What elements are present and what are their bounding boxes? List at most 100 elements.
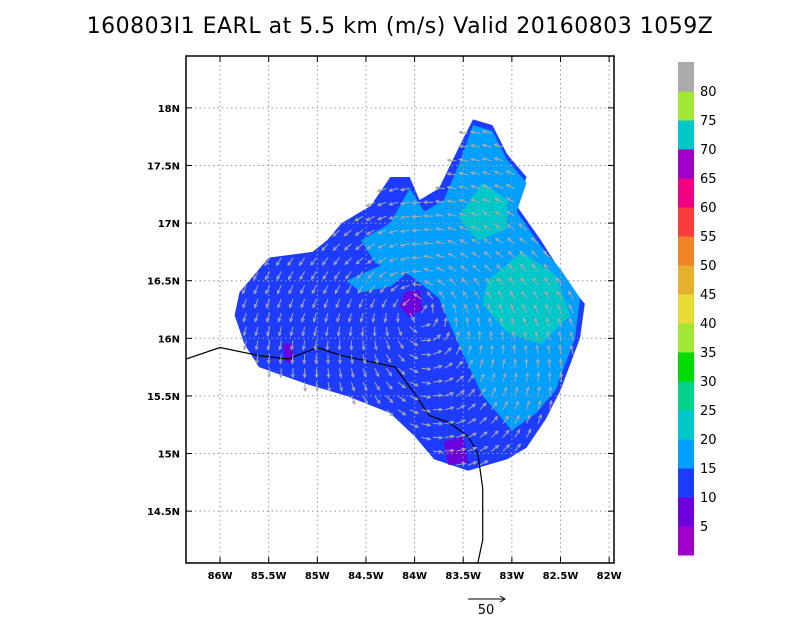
wind-arrow-head (446, 239, 452, 244)
coastline (186, 346, 484, 563)
wind-region-northern-band (361, 125, 580, 431)
wind-arrow-head (501, 358, 506, 363)
wind-arrow (424, 255, 434, 259)
wind-arrow (339, 354, 341, 364)
wind-arrow-head (399, 243, 405, 247)
wind-arrow-head (525, 371, 530, 377)
wind-arrow-head (502, 372, 507, 377)
wind-region-east-maximum (482, 251, 571, 345)
wind-arrow (311, 271, 317, 280)
wind-arrow-head (544, 290, 549, 295)
wind-arrow (264, 271, 271, 280)
wind-arrow (379, 271, 387, 278)
wind-arrow (442, 304, 446, 314)
wind-arrow-head (497, 290, 502, 295)
wind-arrow-head (434, 317, 439, 323)
wind-arrow-head (470, 198, 475, 203)
wind-arrow-head (483, 445, 489, 450)
wind-arrow-head (266, 359, 271, 365)
wind-arrow (537, 386, 540, 396)
wind-arrow (494, 184, 504, 189)
wind-arrow-head (290, 359, 295, 365)
wind-arrow (339, 381, 343, 391)
colorbar-segment (678, 62, 694, 92)
wind-arrow-head (411, 200, 416, 205)
wind-arrow-head (459, 252, 464, 257)
wind-arrow-head (483, 431, 488, 436)
wind-arrow-head (376, 188, 382, 193)
wind-arrow-head (345, 275, 350, 280)
wind-arrow-head (362, 359, 367, 365)
wind-arrow-head (314, 373, 319, 379)
wind-arrow (412, 215, 422, 218)
wind-arrow-head (277, 331, 282, 337)
y-axis-ticks: 14.5N 15N 15.5N 16N 16.5N 17N 17.5N 18N (147, 104, 614, 518)
wind-arrow (456, 375, 464, 383)
wind-arrow-head (335, 303, 340, 309)
wind-region-south-weak (443, 436, 469, 466)
wind-arrow-head (388, 385, 393, 390)
wind-arrow-head (411, 317, 415, 322)
wind-arrow (514, 387, 518, 397)
wind-arrow (549, 400, 552, 410)
wind-arrow-head (531, 263, 536, 269)
wind-arrow-head (532, 276, 537, 282)
wind-arrow-head (276, 275, 281, 281)
colorbar-label: 75 (700, 114, 717, 129)
wind-arrow (357, 285, 364, 294)
wind-arrow (507, 251, 516, 258)
wind-arrow (559, 345, 562, 355)
wind-arrow-head (426, 381, 432, 385)
wind-arrow (389, 243, 399, 248)
wind-arrow (448, 253, 457, 259)
wind-arrow-head (557, 330, 562, 336)
wind-arrow-head (472, 447, 478, 451)
wind-arrow-head (401, 397, 407, 402)
wind-arrow (333, 257, 341, 265)
wind-arrow (314, 326, 317, 336)
wind-arrow-head (486, 290, 490, 295)
wind-arrow (400, 271, 410, 275)
wind-arrow (568, 291, 574, 300)
wind-arrow-head (505, 170, 511, 175)
colorbar-label: 80 (700, 85, 717, 100)
wind-arrow (499, 304, 504, 314)
wind-arrow-head (277, 303, 281, 309)
wind-arrow (447, 227, 457, 231)
wind-arrow (514, 401, 519, 410)
wind-arrow (460, 265, 469, 272)
wind-arrow-head (326, 373, 331, 379)
wind-arrow-head (481, 387, 486, 393)
wind-arrow (495, 251, 504, 258)
wind-arrow-head (303, 387, 308, 393)
wind-arrow (333, 243, 341, 251)
wind-arrow (300, 298, 306, 308)
wind-arrow-head (469, 157, 475, 162)
wind-arrow-head (338, 360, 342, 365)
wind-arrow (545, 304, 551, 314)
wind-arrow-head (426, 408, 432, 413)
wind-arrow (266, 312, 271, 322)
wind-arrow (377, 188, 387, 192)
wind-arrow-head (389, 412, 394, 417)
chart-title: 160803I1 EARL at 5.5 km (m/s) Valid 2016… (86, 14, 714, 39)
wind-arrow-head (332, 246, 337, 251)
colorbar-segment (678, 120, 694, 150)
wind-arrow (367, 257, 376, 264)
wind-arrow (325, 312, 329, 322)
wind-arrow-head (458, 185, 463, 190)
wind-arrow-head (242, 317, 247, 323)
wind-arrow (322, 271, 329, 280)
y-tick-label: 15N (158, 450, 180, 461)
wind-arrow (509, 291, 516, 300)
wind-arrow-head (533, 303, 538, 309)
wind-arrow-head (476, 316, 481, 322)
wind-arrow (520, 277, 527, 286)
wind-arrow-head (363, 373, 367, 378)
wind-arrow (467, 418, 476, 425)
wind-arrow (374, 395, 381, 404)
wind-arrow-head (411, 228, 416, 233)
wind-arrow-head (470, 374, 475, 379)
wind-arrow-head (461, 419, 466, 424)
wind-arrow (483, 225, 492, 231)
